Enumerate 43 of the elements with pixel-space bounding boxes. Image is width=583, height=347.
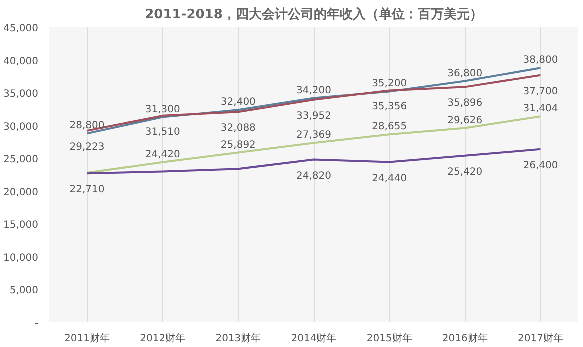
y-tick-label: 25,000 (4, 154, 39, 166)
data-label: 32,088 (220, 123, 256, 134)
x-tick-label: 2017财年 (518, 332, 564, 344)
x-tick-label: 2013财年 (216, 332, 262, 344)
data-label: 27,369 (296, 130, 332, 142)
data-label: 24,440 (372, 173, 408, 184)
data-label: 29,626 (448, 115, 483, 126)
y-tick-label: 15,000 (4, 220, 39, 232)
data-label: 26,400 (523, 160, 558, 172)
data-label: 35,200 (372, 78, 408, 90)
data-label: 25,892 (220, 140, 256, 151)
y-tick-label: 35,000 (4, 89, 39, 100)
data-label: 32,400 (220, 97, 256, 108)
data-label: 25,420 (448, 166, 483, 178)
data-label: 28,655 (372, 122, 408, 133)
data-label: 28,800 (70, 120, 105, 132)
data-label: 35,356 (372, 102, 408, 113)
y-tick-label: 40,000 (4, 56, 39, 68)
data-label: 22,710 (70, 184, 105, 196)
data-label: 33,952 (296, 110, 332, 122)
y-tick-label: 20,000 (4, 187, 39, 198)
x-tick-label: 2011财年 (64, 332, 110, 344)
y-tick-label: 30,000 (4, 122, 39, 133)
data-label: 35,896 (448, 98, 483, 110)
x-tick-label: 2016财年 (442, 332, 488, 344)
data-label: 29,223 (70, 142, 105, 153)
y-tick-label: 45,000 (4, 24, 39, 34)
data-label: 24,420 (145, 149, 180, 160)
y-tick-label: 5,000 (10, 286, 39, 297)
x-tick-label: 2012财年 (140, 332, 186, 344)
data-label: 38,800 (523, 55, 558, 66)
x-tick-label: 2014财年 (291, 332, 337, 344)
y-tick-label: 10,000 (4, 252, 39, 264)
data-label: 24,820 (296, 170, 332, 182)
data-label: 37,700 (523, 86, 558, 98)
data-label: 34,200 (296, 85, 332, 96)
chart-title: 2011-2018，四大会计公司的年收入（单位：百万美元） (145, 6, 483, 22)
y-tick-label: - (34, 318, 39, 330)
data-label: 31,404 (523, 104, 558, 115)
data-label: 36,800 (448, 68, 483, 80)
data-label: 31,300 (145, 104, 180, 116)
x-tick-label: 2015财年 (366, 332, 412, 344)
data-label: 31,510 (145, 126, 180, 138)
